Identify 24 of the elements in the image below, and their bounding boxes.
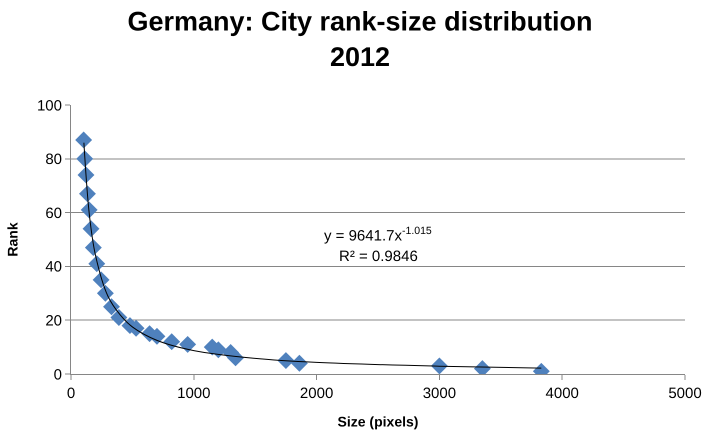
point bbox=[163, 333, 180, 350]
y-axis-title: Rank bbox=[4, 222, 21, 257]
point bbox=[92, 271, 110, 288]
y-tick-label: 20 bbox=[45, 312, 62, 330]
y-tick-label: 0 bbox=[54, 366, 62, 384]
x-axis-title: Size (pixels) bbox=[338, 413, 418, 430]
x-tick-label: 5000 bbox=[668, 385, 702, 402]
y-tick-label: 100 bbox=[36, 97, 62, 114]
x-tick-label: 0 bbox=[66, 385, 76, 402]
x-tick-label: 1000 bbox=[177, 385, 210, 402]
annotation: y = 9641.7x$^{-1.015}$ bbox=[324, 225, 432, 244]
y-tick-label: 40 bbox=[45, 258, 62, 276]
point bbox=[96, 284, 114, 302]
chart-title: Germany: City rank-size distribution 2012 bbox=[127, 6, 593, 72]
x-tick-label: 3000 bbox=[422, 385, 456, 402]
y-tick-label: 80 bbox=[45, 151, 62, 168]
point bbox=[179, 336, 196, 353]
x-tick-label: 4000 bbox=[546, 385, 579, 402]
x-tick-label: 2000 bbox=[300, 385, 334, 402]
point bbox=[75, 132, 92, 148]
point bbox=[110, 309, 128, 326]
annotation: R² = 0.9846 bbox=[339, 248, 418, 265]
y-tick-label: 60 bbox=[45, 204, 62, 222]
point bbox=[103, 298, 120, 316]
